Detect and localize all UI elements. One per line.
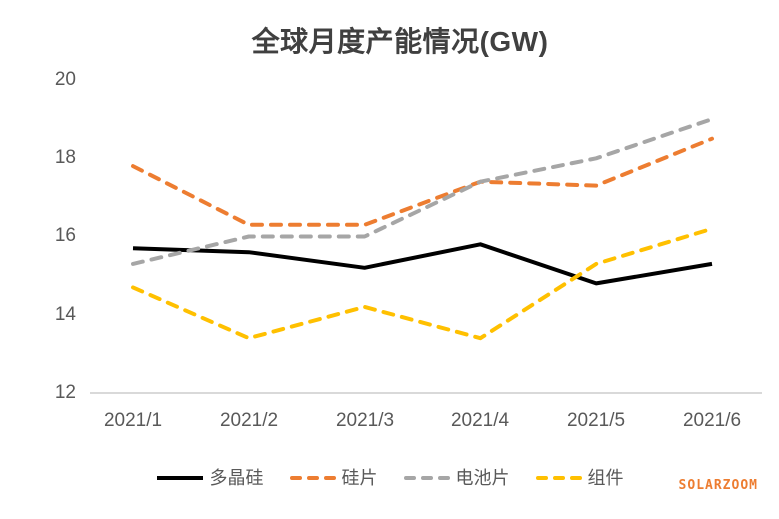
series-line-2 — [131, 117, 714, 266]
x-axis-tick-label: 2021/4 — [450, 410, 510, 431]
legend-dashed-line-sample — [403, 476, 450, 480]
legend-item-wafer: 硅片 — [288, 466, 378, 490]
legend-label: 组件 — [587, 468, 624, 488]
legend-item-cell: 电池片 — [402, 466, 510, 490]
series-line-3 — [131, 226, 714, 341]
x-axis-tick-label: 2021/3 — [335, 410, 395, 431]
x-axis-tick-label: 2021/6 — [682, 410, 742, 431]
chart-title: 全球月度产能情况(GW) — [251, 26, 549, 57]
legend-solid-line-sample — [156, 476, 203, 480]
legend-dashed-line-sample — [289, 476, 336, 480]
legend-item-polysilicon: 多晶硅 — [156, 466, 264, 490]
x-axis-tick-label: 2021/1 — [103, 410, 163, 431]
y-axis-tick-label: 18 — [54, 147, 76, 168]
y-axis-tick-label: 14 — [54, 304, 76, 325]
y-axis-tick-label: 16 — [54, 225, 76, 246]
chart-legend: 多晶硅 硅片 电池片 组件 — [0, 466, 779, 490]
x-axis-tick-label: 2021/5 — [566, 410, 626, 431]
legend-label: 硅片 — [341, 468, 378, 488]
y-axis-tick-label: 20 — [54, 69, 76, 90]
series-line-1 — [131, 136, 714, 227]
series-line-0 — [132, 242, 713, 286]
legend-label: 多晶硅 — [209, 468, 264, 488]
solarzoom-watermark: SOLARZOOM — [678, 478, 758, 493]
legend-dashed-line-sample — [535, 476, 582, 480]
legend-label: 电池片 — [455, 468, 510, 488]
legend-item-module: 组件 — [534, 466, 624, 490]
y-axis-tick-label: 12 — [54, 382, 76, 403]
x-axis-tick-label: 2021/2 — [219, 410, 279, 431]
